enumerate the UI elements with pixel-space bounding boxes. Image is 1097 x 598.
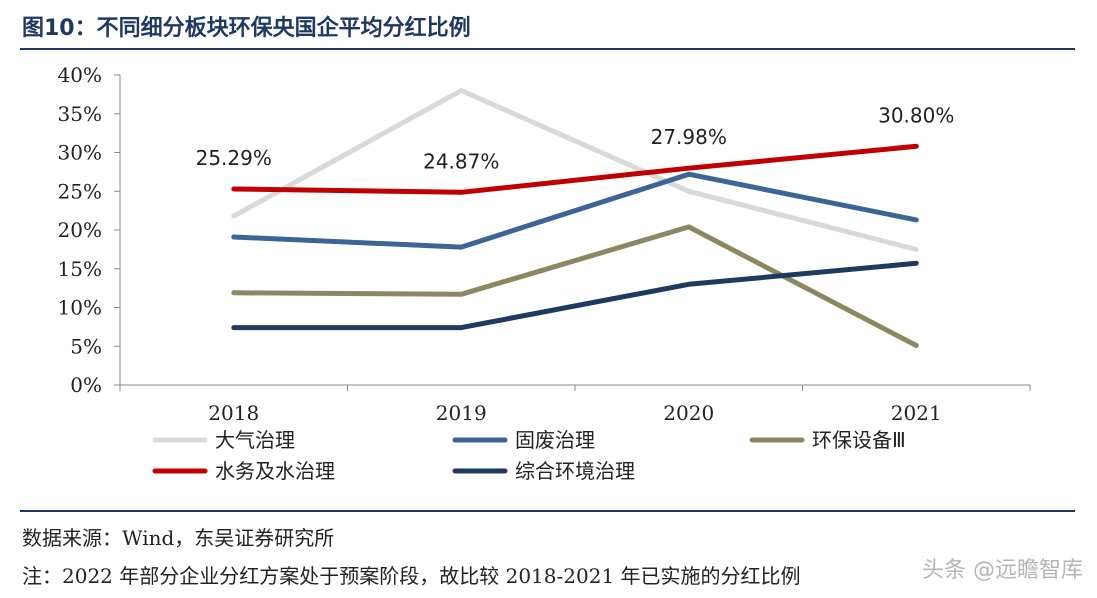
- x-tick-label: 2021: [891, 401, 942, 425]
- legend: 大气治理 固废治理 环保设备Ⅲ 水务及水治理 综合环境治理: [152, 428, 906, 483]
- x-tick-label: 2019: [436, 401, 487, 425]
- series-lines: [231, 88, 919, 348]
- data-label: 30.80%: [878, 103, 954, 127]
- data-label: 24.87%: [423, 149, 499, 173]
- data-labels: 25.29% 24.87% 27.98% 30.80%: [196, 103, 955, 173]
- y-tick-label: 25%: [58, 179, 102, 203]
- legend-label: 固废治理: [515, 428, 595, 452]
- source-text: 数据来源：Wind，东吴证券研究所: [22, 526, 335, 550]
- series-line: [231, 224, 919, 348]
- data-label: 25.29%: [196, 146, 272, 170]
- y-tick-label: 40%: [58, 63, 102, 87]
- x-tick-label: 2018: [208, 401, 259, 425]
- line-chart: 0% 5% 10% 15% 20% 25% 30% 35% 40% 2018 2019 2020 202…: [58, 63, 1031, 483]
- series-line: [231, 88, 919, 252]
- y-tick-label: 0%: [70, 373, 102, 397]
- legend-label: 环保设备Ⅲ: [812, 428, 906, 452]
- legend-label: 水务及水治理: [215, 459, 335, 483]
- y-tick-label: 30%: [58, 141, 102, 165]
- series-line: [231, 171, 919, 250]
- y-tick-label: 15%: [58, 257, 102, 281]
- y-tick-label: 5%: [70, 334, 102, 358]
- x-tick-label: 2020: [663, 401, 714, 425]
- figure-title: 图10：不同细分板块环保央国企平均分红比例: [22, 16, 471, 41]
- data-label: 27.98%: [651, 125, 727, 149]
- series-line: [231, 260, 919, 331]
- chart-axes: 0% 5% 10% 15% 20% 25% 30% 35% 40% 2018 2019 2020 202…: [58, 63, 1031, 425]
- watermark: 头条 @远瞻智库: [922, 558, 1083, 583]
- legend-label: 大气治理: [215, 428, 295, 452]
- note-text: 注：2022 年部分企业分红方案处于预案阶段，故比较 2018-2021 年已实…: [22, 564, 801, 588]
- y-tick-label: 20%: [58, 218, 102, 242]
- y-tick-label: 35%: [58, 102, 102, 126]
- title-rule: [20, 48, 1075, 50]
- source-rule: [20, 510, 1075, 512]
- series-line: [231, 143, 919, 195]
- y-tick-label: 10%: [58, 296, 102, 320]
- legend-label: 综合环境治理: [515, 459, 635, 483]
